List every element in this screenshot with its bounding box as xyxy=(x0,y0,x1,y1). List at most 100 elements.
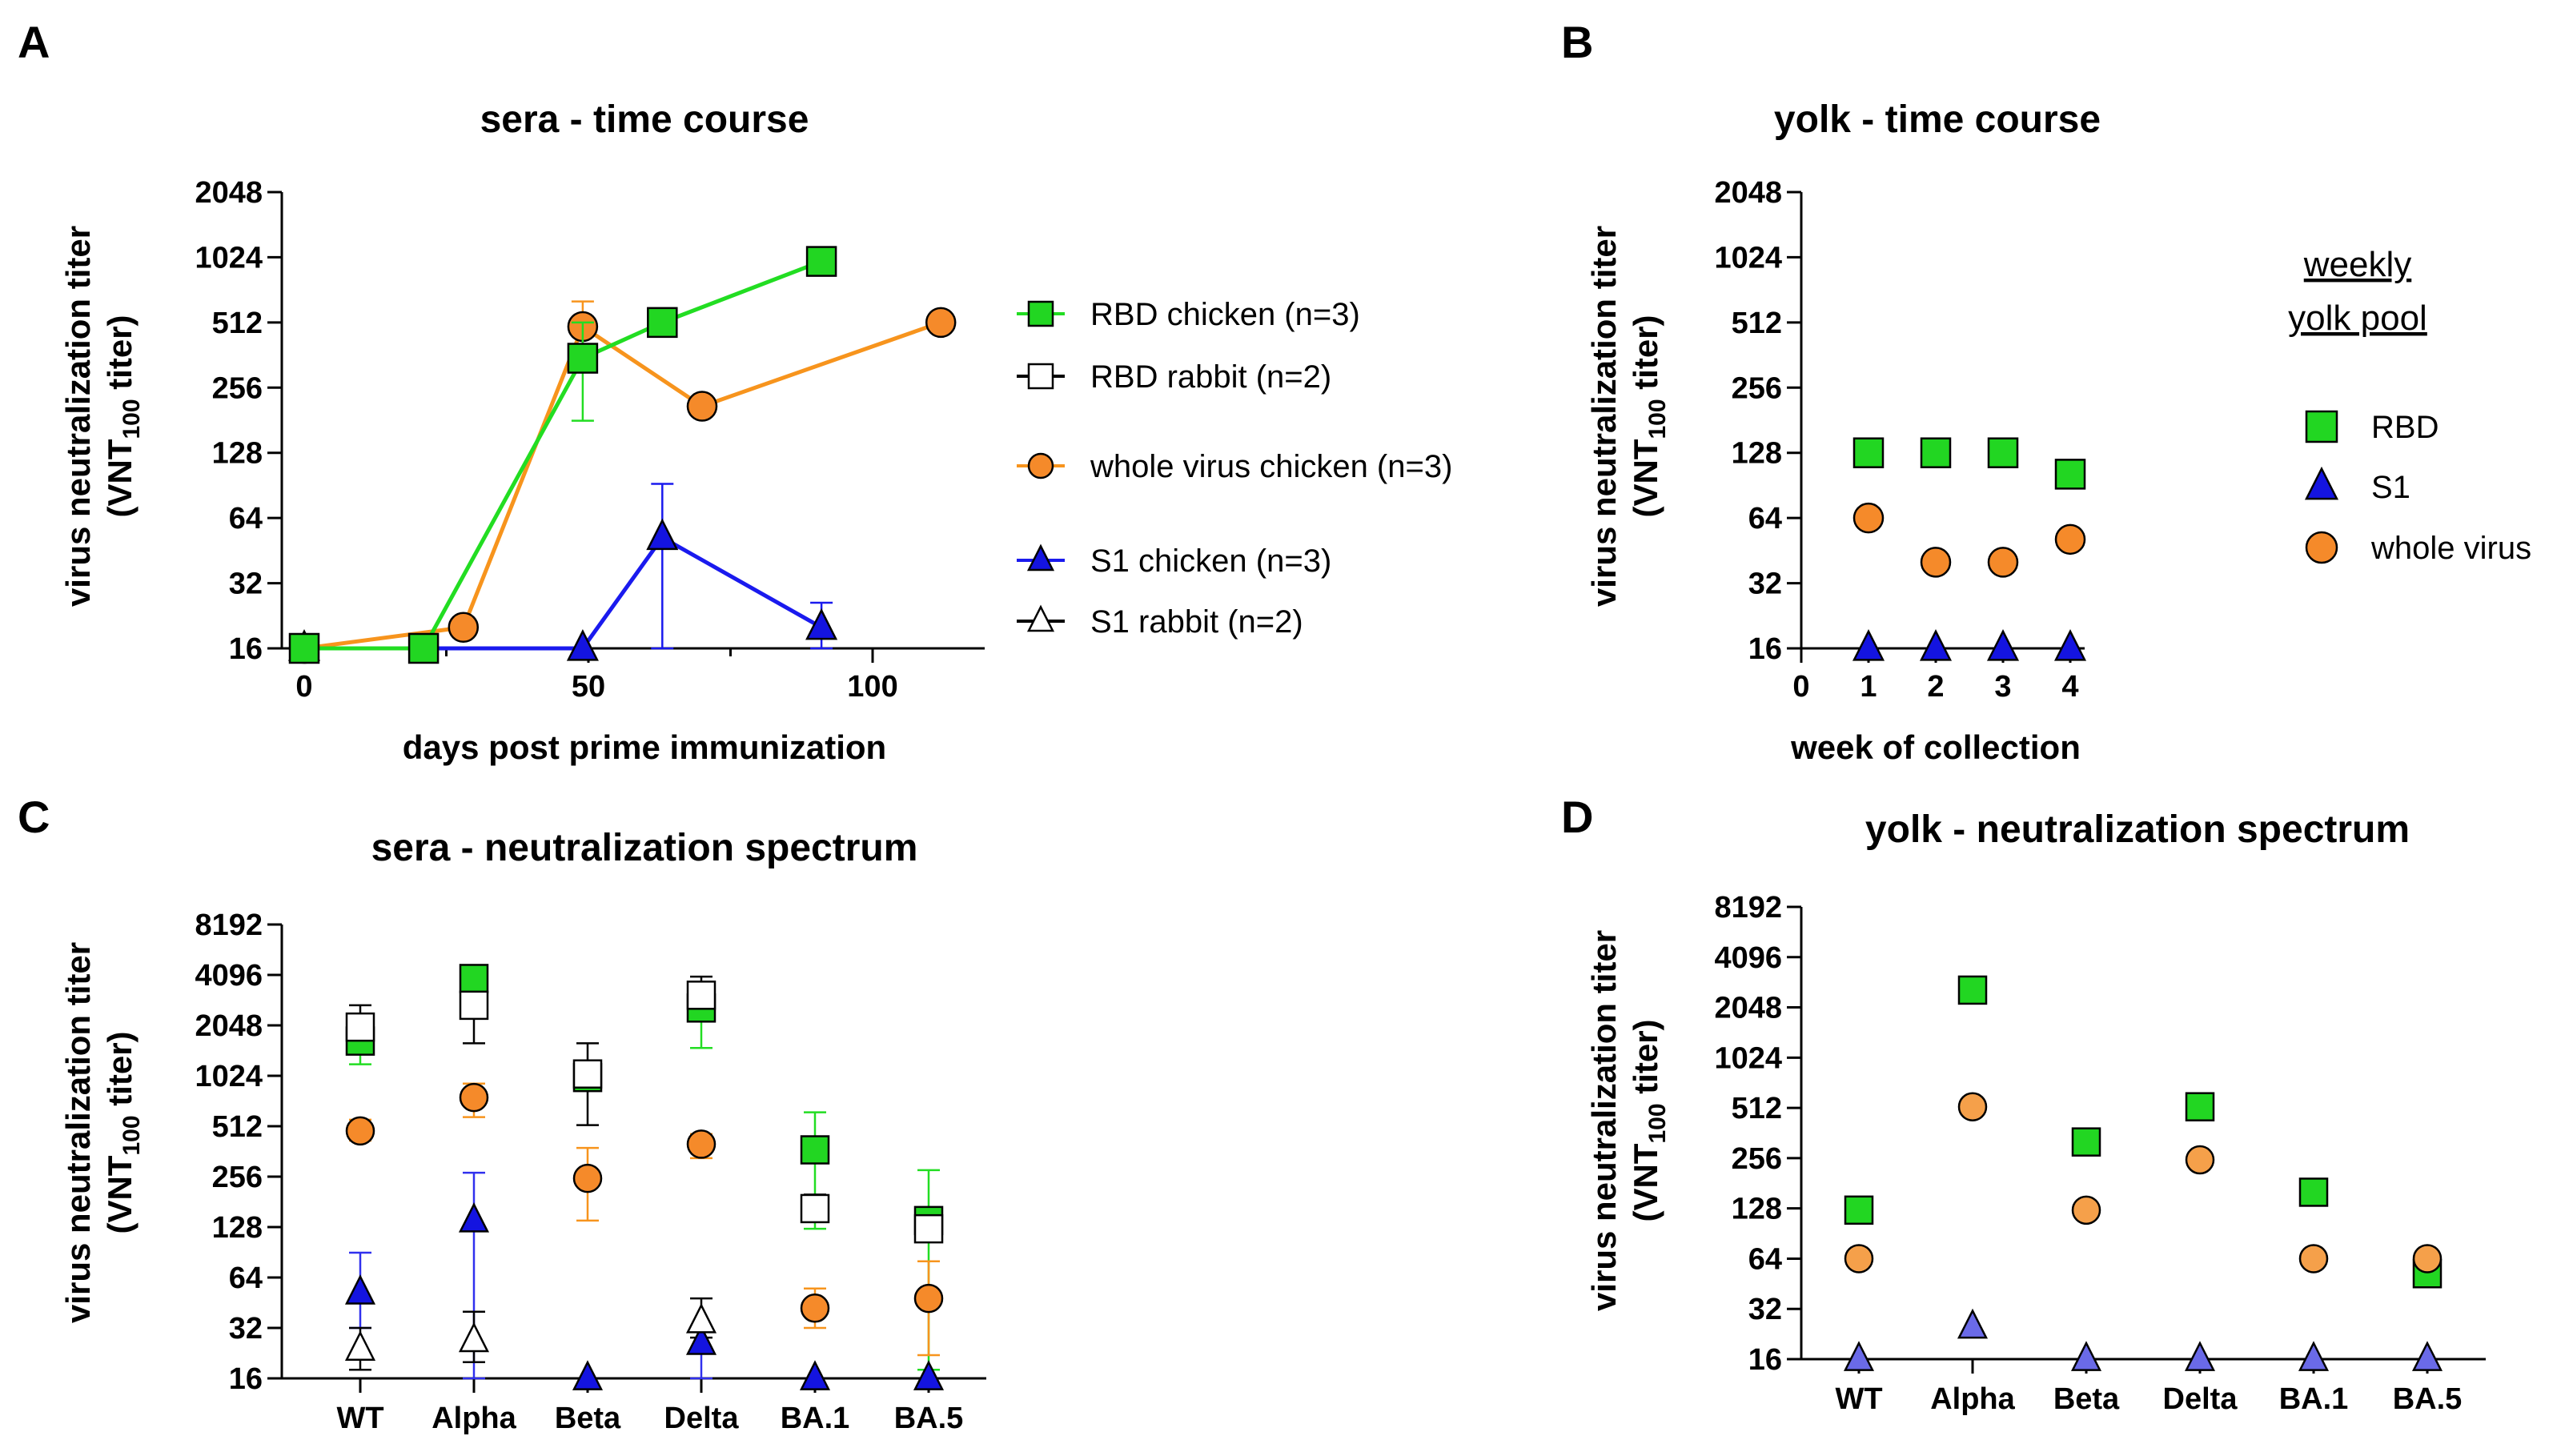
panel-d-y-tick-label: 64 xyxy=(1748,1242,1782,1276)
panel-b-point xyxy=(1987,547,2019,578)
panel-d-point xyxy=(2298,1341,2330,1371)
panel-d-y-tick-label: 128 xyxy=(1732,1193,1782,1226)
panel-c-point xyxy=(458,1322,490,1353)
panel-c-y-tick-label: 1024 xyxy=(195,1060,263,1093)
panel-d-point xyxy=(2298,1177,2329,1207)
panel-c-point xyxy=(572,1360,604,1390)
panel-c-x-tick-label: Alpha xyxy=(432,1402,516,1435)
panel-c-x-tick-label: Delta xyxy=(664,1402,740,1435)
panel-b-x-tick-label: 3 xyxy=(1994,670,2011,704)
panel-c-ylabel-sub: 100 xyxy=(118,1115,145,1155)
panel-a-point xyxy=(805,246,837,277)
panel-d-ylabel-end: titer) xyxy=(1627,1019,1664,1103)
panel-b-point xyxy=(1986,629,2020,661)
panel-c-x-tick-label: WT xyxy=(336,1402,383,1435)
panel-b-x-tick-label: 4 xyxy=(2061,670,2078,704)
panel-d-point xyxy=(1957,975,1988,1005)
panel-b-ylabel-line1: virus neutralization titer xyxy=(1585,226,1623,607)
panel-a-point xyxy=(566,629,599,661)
panel-b-legend-label: RBD xyxy=(2371,410,2439,445)
panel-c-y-tick-label: 512 xyxy=(212,1110,263,1144)
panel-a-ylabel: virus neutralization titer (VNT100 titer… xyxy=(59,226,145,607)
panel-d-x-tick-label: Alpha xyxy=(1930,1382,2015,1416)
panel-a-x-tick-label: 0 xyxy=(295,670,312,704)
panel-a-legend-marker xyxy=(1027,452,1054,479)
panel-a-ylabel-sub: 100 xyxy=(118,399,145,439)
panel-c-point xyxy=(800,1193,830,1224)
panel-d-point xyxy=(2071,1127,2101,1157)
panel-b-point xyxy=(1852,502,1885,534)
panel-a-ylabel-line2: (VNT100 titer) xyxy=(101,315,145,517)
panel-c-x-tick-label: Beta xyxy=(555,1402,621,1435)
panel-b-y-tick-label: 256 xyxy=(1732,371,1782,405)
panel-b-point xyxy=(1852,437,1885,468)
panel-b-point xyxy=(2054,523,2086,556)
panel-a-ylabel-line1: virus neutralization titer xyxy=(59,226,97,607)
panel-a-legend-marker xyxy=(1026,543,1055,572)
panel-d-point xyxy=(1957,1092,1988,1121)
panel-a: sera - time course virus neutralization … xyxy=(59,98,1452,766)
panel-a-title: sera - time course xyxy=(480,98,809,141)
panel-d-plot: 16 32 64 128 256 512 1024 2048 4096 8192 WT Alpha Be… xyxy=(1714,891,2486,1416)
panel-d-point xyxy=(1957,1308,1989,1339)
panel-a-series-line xyxy=(304,259,822,651)
panel-d-x-tick-label: WT xyxy=(1835,1382,1882,1416)
panel-c-plot: 16 32 64 128 256 512 1024 2048 4096 8192 WT Alpha Be… xyxy=(195,908,986,1435)
panel-c-y-tick-label: 4096 xyxy=(195,959,263,993)
panel-b-y-tick-label: 32 xyxy=(1748,568,1782,601)
panel-d-point xyxy=(2070,1341,2102,1371)
panel-letter-c: C xyxy=(18,792,50,842)
panel-d-x-tick-label: BA.1 xyxy=(2279,1382,2349,1416)
panel-c-x-tick-label: BA.5 xyxy=(894,1402,964,1435)
panel-d-ylabel-line2: (VNT100 titer) xyxy=(1627,1019,1671,1221)
panel-c-point xyxy=(458,1202,490,1233)
panel-c-title: sera - neutralization spectrum xyxy=(371,827,918,869)
panel-c-y-tick-label: 128 xyxy=(212,1211,263,1245)
panel-d-ylabel-line1: virus neutralization titer xyxy=(1585,930,1623,1311)
panel-b-x-tick-label: 2 xyxy=(1927,670,1944,704)
panel-c-point xyxy=(913,1283,944,1314)
panel-b-point xyxy=(1852,629,1885,661)
panel-a-y-tick-label: 2048 xyxy=(195,176,263,210)
panel-c-point xyxy=(685,1325,717,1355)
panel-c-ylabel: virus neutralization titer (VNT100 titer… xyxy=(59,942,145,1323)
panel-a-series-line xyxy=(304,535,823,651)
panel-c-point xyxy=(572,1163,603,1193)
panel-a-y-tick-label: 512 xyxy=(212,307,263,340)
panel-c-y-tick-label: 2048 xyxy=(195,1009,263,1043)
panel-a-ylabel-end: titer) xyxy=(101,315,138,399)
panel-c-point xyxy=(686,981,717,1010)
panel-d-point xyxy=(2185,1145,2215,1175)
panel-c-point xyxy=(459,990,489,1021)
panel-b-point xyxy=(1919,629,1953,661)
panel-a-point xyxy=(567,343,599,374)
panel-c-point xyxy=(345,1116,375,1146)
panel-d-y-tick-label: 8192 xyxy=(1714,891,1782,925)
panel-c-x-tick-label: BA.1 xyxy=(781,1402,850,1435)
panel-b-y-tick-label: 512 xyxy=(1732,307,1782,340)
panel-c-point xyxy=(344,1274,376,1305)
panel-c-y-tick-label: 8192 xyxy=(195,908,263,942)
panel-a-legend-marker xyxy=(1027,300,1054,327)
panel-c-point xyxy=(345,1012,375,1042)
panel-b-legend-label: S1 xyxy=(2371,470,2410,505)
panel-c-ylabel-line2: (VNT100 titer) xyxy=(101,1031,145,1233)
panel-b-legend-title-line1: weekly xyxy=(2303,245,2412,284)
panel-b-ylabel: virus neutralization titer (VNT100 titer… xyxy=(1585,226,1671,607)
panel-c-point xyxy=(344,1330,376,1361)
panel-b-y-tick-label: 16 xyxy=(1748,632,1782,666)
panel-d-point xyxy=(2071,1195,2101,1225)
panel-b-y-tick-label: 64 xyxy=(1748,502,1782,535)
panel-c-ylabel-end: titer) xyxy=(101,1031,138,1115)
panel-d-ylabel-main: (VNT xyxy=(1627,1143,1664,1221)
panel-a-point xyxy=(805,608,838,640)
panel-a-y-tick-label: 1024 xyxy=(195,241,263,275)
panel-a-point xyxy=(646,518,679,551)
panel-b-legend: weekly yolk pool RBD S1 whole virus xyxy=(2288,245,2531,566)
panel-a-legend-marker xyxy=(1026,604,1055,632)
panel-c-point xyxy=(572,1059,603,1089)
panel-b-legend-label: whole virus xyxy=(2370,531,2531,566)
panel-d-y-tick-label: 1024 xyxy=(1714,1041,1782,1075)
panel-c-ylabel-line1: virus neutralization titer xyxy=(59,942,97,1323)
